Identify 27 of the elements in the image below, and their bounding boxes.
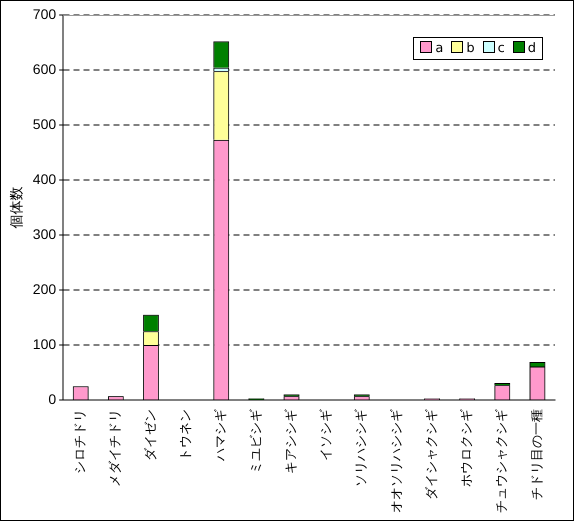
x-tick-label: シロチドリ bbox=[73, 409, 88, 474]
y-tick-label: 400 bbox=[32, 170, 56, 187]
y-tick-label: 500 bbox=[32, 116, 56, 132]
x-tick-label: ハマシギ bbox=[214, 409, 229, 462]
x-tick-label: チュウシャクシギ bbox=[494, 409, 510, 513]
legend-label: c bbox=[496, 41, 505, 56]
legend-label: b bbox=[465, 41, 475, 56]
x-tick-label: ミユビシギ bbox=[248, 409, 264, 474]
y-axis-title: 個体数 bbox=[9, 186, 26, 228]
y-tick-label: 0 bbox=[48, 390, 56, 407]
x-tick-label: ホウロクシギ bbox=[460, 409, 475, 487]
x-tick-label: チドリ目の一種 bbox=[530, 409, 545, 500]
x-tick-label: イソシギ bbox=[319, 409, 334, 461]
y-tick-label: 100 bbox=[32, 336, 56, 352]
x-tick-label: キアシシギ bbox=[284, 409, 299, 474]
x-tick-label: ソリハシシギ bbox=[354, 409, 370, 487]
x-tick-label: ダイシャクシギ bbox=[424, 409, 440, 500]
y-tick-label: 300 bbox=[32, 226, 56, 242]
x-tick-label: トウネン bbox=[178, 409, 194, 461]
y-tick-label: 600 bbox=[32, 60, 56, 77]
x-tick-label: オオソリハシシギ bbox=[389, 409, 404, 513]
legend-label: d bbox=[526, 41, 536, 56]
y-tick-label: 200 bbox=[32, 280, 56, 297]
x-tick-label: ダイゼン bbox=[143, 409, 158, 461]
legend-label: a bbox=[434, 41, 444, 56]
y-tick-label: 700 bbox=[32, 6, 56, 22]
x-tick-label: メダイチドリ bbox=[108, 409, 124, 487]
